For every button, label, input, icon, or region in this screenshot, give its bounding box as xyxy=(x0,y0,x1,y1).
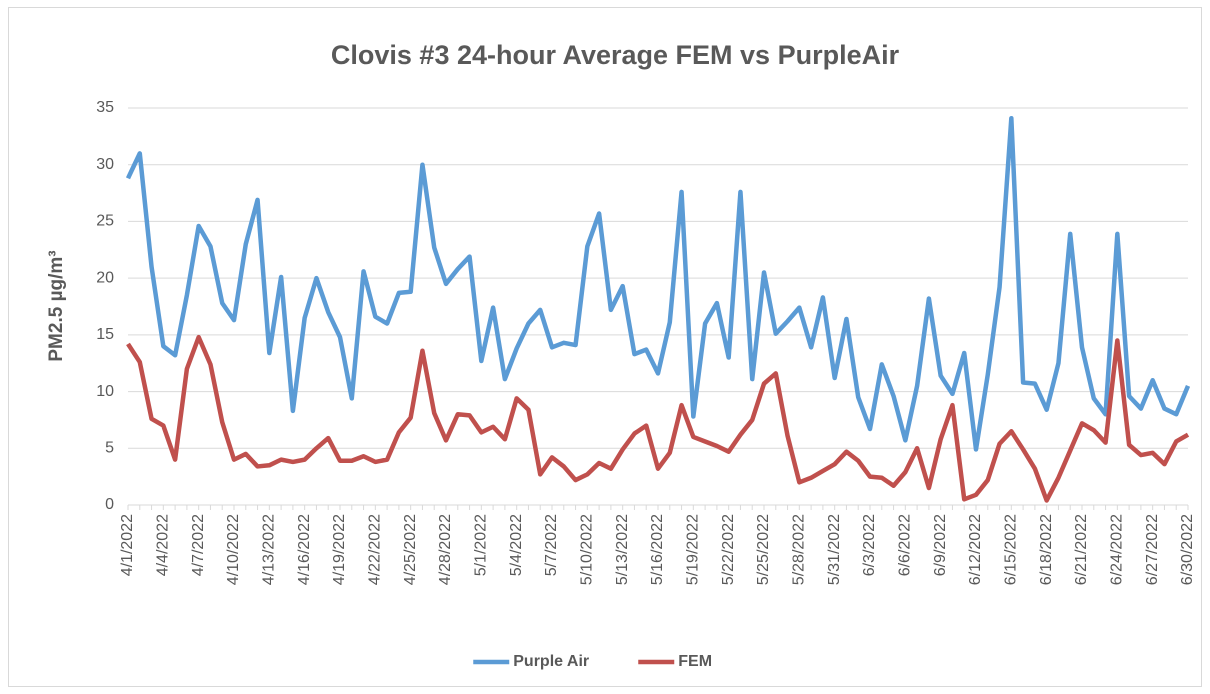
x-tick-label: 5/16/2022 xyxy=(649,514,666,585)
x-tick-label: 5/10/2022 xyxy=(579,514,596,585)
x-tick-label: 4/16/2022 xyxy=(296,514,313,585)
legend-label: Purple Air xyxy=(513,653,589,670)
x-tick-label: 4/13/2022 xyxy=(261,514,278,585)
x-tick-label: 4/25/2022 xyxy=(402,514,419,585)
x-tick-label: 6/24/2022 xyxy=(1109,514,1126,585)
y-tick-label: 25 xyxy=(96,213,114,230)
x-tick-label: 6/27/2022 xyxy=(1144,514,1161,585)
legend-label: FEM xyxy=(678,653,712,670)
x-tick-label: 5/25/2022 xyxy=(755,514,772,585)
x-tick-label: 6/30/2022 xyxy=(1179,514,1196,585)
y-tick-label: 15 xyxy=(96,326,114,343)
y-tick-label: 10 xyxy=(96,383,114,400)
x-tick-label: 4/10/2022 xyxy=(225,514,242,585)
x-tick-label: 4/19/2022 xyxy=(331,514,348,585)
x-tick-label: 6/6/2022 xyxy=(897,514,914,576)
x-tick-label: 4/22/2022 xyxy=(367,514,384,585)
x-tick-label: 5/19/2022 xyxy=(685,514,702,585)
x-tick-label: 6/21/2022 xyxy=(1073,514,1090,585)
line-series xyxy=(125,115,1191,452)
y-tick-label: 20 xyxy=(96,269,114,286)
x-tick-label: 6/18/2022 xyxy=(1038,514,1055,585)
x-tick-label: 4/7/2022 xyxy=(190,514,207,576)
x-tick-label: 5/4/2022 xyxy=(508,514,525,576)
x-tick-label: 6/3/2022 xyxy=(861,514,878,576)
x-tick-label: 6/9/2022 xyxy=(932,514,949,576)
x-tick-label: 6/12/2022 xyxy=(967,514,984,585)
x-tick-label: 4/28/2022 xyxy=(437,514,454,585)
x-tick-label: 5/7/2022 xyxy=(543,514,560,576)
x-tick-label: 5/22/2022 xyxy=(720,514,737,585)
y-tick-label: 30 xyxy=(96,156,114,173)
x-tick-label: 5/28/2022 xyxy=(791,514,808,585)
x-tick-label: 4/1/2022 xyxy=(119,514,136,576)
chart-title: Clovis #3 24-hour Average FEM vs PurpleA… xyxy=(331,40,900,70)
x-tick-label: 4/4/2022 xyxy=(155,514,172,576)
line-series xyxy=(126,334,1190,503)
y-axis-label: PM2.5 µg/m³ xyxy=(46,250,67,361)
x-tick-label: 5/31/2022 xyxy=(826,514,843,585)
y-tick-label: 5 xyxy=(105,440,114,457)
y-tick-label: 35 xyxy=(96,99,114,116)
x-tick-label: 6/15/2022 xyxy=(1003,514,1020,585)
x-tick-label: 5/13/2022 xyxy=(614,514,631,585)
y-tick-label: 0 xyxy=(105,496,114,513)
chart-border xyxy=(8,7,1202,687)
x-tick-label: 5/1/2022 xyxy=(473,514,490,576)
